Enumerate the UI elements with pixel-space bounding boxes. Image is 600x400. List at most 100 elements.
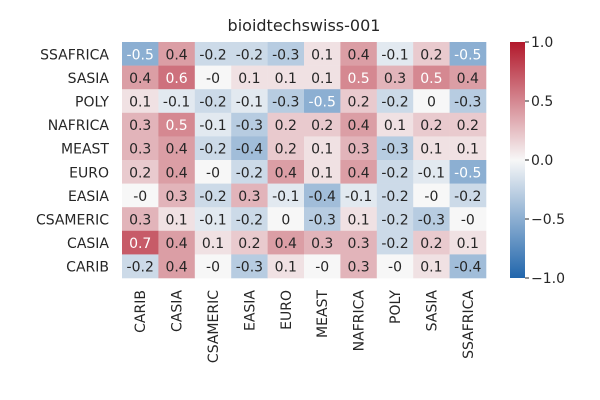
cell-value-label: -0.5 (454, 165, 481, 181)
heatmap-cell (340, 160, 378, 184)
heatmap-cell (231, 207, 268, 232)
cell-value-label: 0.1 (275, 260, 297, 276)
cell-value-label: -0.3 (309, 213, 336, 229)
x-tick-label: CARIB (133, 290, 149, 333)
cell-value-label: 0.2 (420, 118, 442, 134)
cell-value-label: 0.3 (384, 71, 406, 87)
heatmap-cell (413, 89, 450, 114)
cell-value-label: -0 (315, 260, 329, 276)
y-axis-tick-labels: SSAFRICA SASIA POLY NAFRICA MEAST EURO EASIA CS… (36, 47, 109, 275)
cell-value-label: -0 (206, 71, 220, 87)
heatmap-cell (158, 230, 196, 255)
heatmap-cell (158, 89, 196, 114)
y-tick-label: CASIA (67, 236, 109, 252)
heatmap-cell (304, 65, 341, 90)
heatmap-cell (376, 112, 414, 137)
cell-value-label: -0.2 (381, 165, 408, 181)
heatmap-cell (231, 112, 268, 137)
heatmap-cell (304, 42, 341, 66)
cell-value-label: 0.2 (420, 236, 442, 252)
heatmap-cell (449, 254, 487, 279)
heatmap-cell (122, 160, 159, 184)
heatmap-cell (304, 183, 341, 208)
heatmap-cell (413, 136, 450, 161)
y-tick-label: MEAST (61, 142, 109, 158)
heatmap-cell (376, 42, 414, 66)
colorbar-tick-label: −1.0 (531, 271, 565, 287)
heatmap-cell (122, 112, 159, 137)
colorbar-tick-label: −0.5 (531, 212, 565, 228)
heatmap-cell (231, 254, 268, 279)
x-tick-label: SSAFRICA (461, 290, 477, 359)
cell-value-label: -0.1 (199, 118, 226, 134)
x-tick-label: EURO (279, 290, 295, 330)
x-tick-label: SASIA (424, 290, 440, 332)
cell-value-label: -0.1 (381, 47, 408, 63)
cell-value-label: 0.3 (165, 189, 187, 205)
cell-value-label: -0.5 (454, 47, 481, 63)
cell-value-label: 0.3 (129, 142, 151, 158)
cell-value-label: -0.2 (454, 189, 481, 205)
heatmap-cell (267, 254, 305, 279)
cell-value-label: 0.3 (347, 142, 369, 158)
heatmap-cell (449, 65, 487, 90)
heatmap-cell (340, 89, 378, 114)
cell-value-label: -0.1 (272, 189, 299, 205)
heatmap-cell (376, 183, 414, 208)
heatmap-cell (376, 254, 414, 279)
heatmap-cell (267, 112, 305, 137)
cell-value-label: 0.1 (457, 142, 479, 158)
heatmap-cell (340, 183, 378, 208)
y-tick-label: SSAFRICA (40, 47, 109, 63)
cell-value-label: -0.2 (236, 213, 263, 229)
colorbar: 1.0 0.5 0.0 −0.5 −1.0 (510, 35, 565, 287)
cell-value-label: 0.2 (275, 118, 297, 134)
cell-value-label: 0.5 (165, 118, 187, 134)
heatmap-cell (340, 230, 378, 255)
y-tick-label: POLY (75, 95, 109, 111)
cell-value-label: -0.1 (236, 95, 263, 111)
heatmap-cell (340, 207, 378, 232)
cell-value-label: 0.2 (420, 47, 442, 63)
heatmap-cell (231, 65, 268, 90)
heatmap-cell (267, 65, 305, 90)
heatmap-cell (449, 136, 487, 161)
cell-value-label: 0.3 (129, 118, 151, 134)
cell-value-label: -0 (424, 189, 438, 205)
cell-value-label: 0.4 (347, 118, 369, 134)
cell-value-label: -0.3 (454, 95, 481, 111)
heatmap-cell (304, 112, 341, 137)
cell-value-label: 0.2 (311, 118, 333, 134)
cell-value-label: 0.1 (420, 260, 442, 276)
cell-value-label: -0.2 (127, 260, 154, 276)
heatmap-cell (267, 160, 305, 184)
cell-value-label: 0.5 (420, 71, 442, 87)
heatmap-cell (122, 136, 159, 161)
heatmap-cell (158, 183, 196, 208)
heatmap-cell (194, 230, 232, 255)
cell-value-label: 0.4 (165, 142, 187, 158)
heatmap-cell (413, 254, 450, 279)
heatmap-cell (376, 230, 414, 255)
heatmap-cell (304, 230, 341, 255)
heatmap-cell (340, 42, 378, 66)
heatmap-cell (194, 89, 232, 114)
x-tick-label: EASIA (242, 290, 258, 331)
cell-value-label: 0.1 (238, 71, 260, 87)
y-tick-label: EURO (69, 165, 109, 181)
cell-value-label: -0.2 (381, 236, 408, 252)
heatmap-cell (340, 136, 378, 161)
cell-value-label: 0.3 (347, 236, 369, 252)
cell-value-label: -0.2 (236, 165, 263, 181)
cell-value-label: -0 (388, 260, 402, 276)
cell-value-label: 0.3 (238, 189, 260, 205)
cell-value-label: -0.5 (309, 95, 336, 111)
cell-value-label: -0.2 (381, 189, 408, 205)
heatmap-cell (413, 112, 450, 137)
heatmap-cell (413, 42, 450, 66)
cell-value-label: -0.3 (236, 118, 263, 134)
cell-value-label: 0.4 (129, 71, 151, 87)
y-tick-label: SASIA (68, 71, 110, 87)
cell-value-label: 0.3 (129, 213, 151, 229)
